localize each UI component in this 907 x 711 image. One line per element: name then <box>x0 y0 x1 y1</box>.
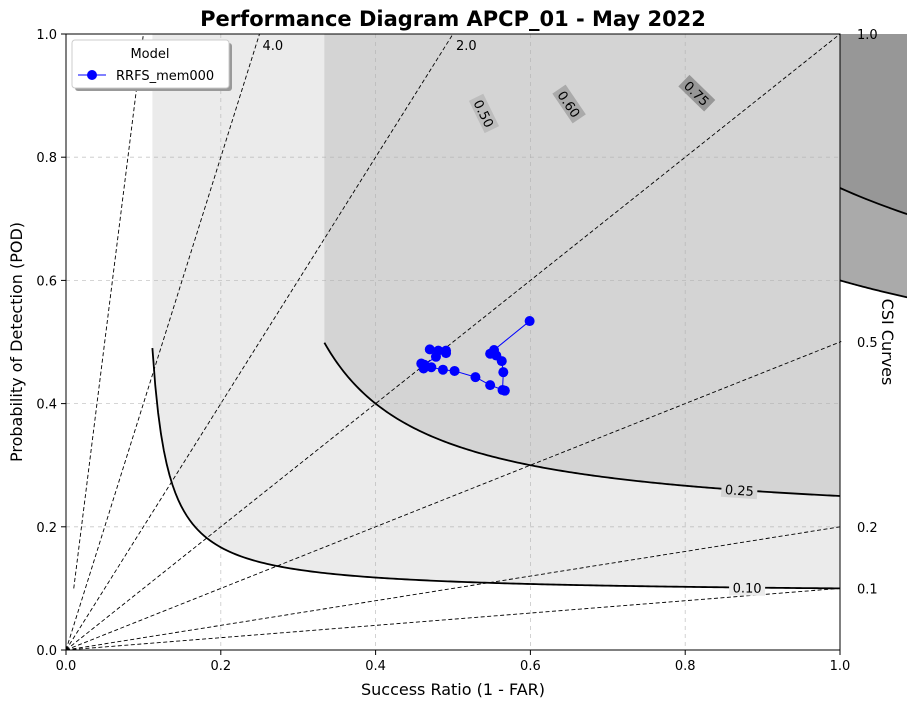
x-tick-label-0: 0.0 <box>56 659 77 674</box>
legend-title: Model <box>130 47 169 62</box>
y-tick-label-0: 0.0 <box>36 644 57 659</box>
x-axis-label: Success Ratio (1 - FAR) <box>361 680 545 699</box>
x-tick-label-3: 0.6 <box>520 659 541 674</box>
y-tick-label-1: 0.2 <box>36 521 57 536</box>
data-point-0-17 <box>425 344 435 354</box>
bias-label-2: 0.5 <box>857 336 878 351</box>
y-tick-label-2: 0.4 <box>36 398 57 413</box>
bias-label-0: 0.1 <box>857 582 878 597</box>
csi-axis-label: CSI Curves <box>878 299 897 386</box>
csi-label-0: 0.10 <box>733 581 762 596</box>
data-point-0-11 <box>438 365 448 375</box>
bias-label-5: 4.0 <box>263 39 284 54</box>
bias-line-0 <box>66 588 840 650</box>
data-point-0-20 <box>441 346 451 356</box>
bias-label-3: 1.0 <box>857 28 878 43</box>
legend-marker <box>87 70 97 80</box>
y-axis-label: Probability of Detection (POD) <box>7 222 26 462</box>
x-tick-label-5: 1.0 <box>830 659 851 674</box>
x-tick-label-2: 0.4 <box>365 659 386 674</box>
legend-entry-label: RRFS_mem000 <box>116 69 214 84</box>
data-point-0-7 <box>500 386 510 396</box>
x-axis-ticks: 0.0 0.2 0.4 0.6 0.8 1.0 <box>56 650 851 674</box>
bias-line-6 <box>74 34 144 588</box>
data-point-0-9 <box>470 372 480 382</box>
legend: Model RRFS_mem000 <box>72 40 232 91</box>
x-tick-label-1: 0.2 <box>210 659 231 674</box>
data-point-0-10 <box>450 366 460 376</box>
y-tick-label-5: 1.0 <box>36 28 57 43</box>
x-tick-label-4: 0.8 <box>675 659 696 674</box>
csi-label-1: 0.25 <box>724 483 754 500</box>
data-point-0-5 <box>498 367 508 377</box>
bias-label-1: 0.2 <box>857 521 878 536</box>
data-point-0-4 <box>497 356 507 366</box>
csi-shaded-regions <box>152 34 907 588</box>
data-point-0-15 <box>419 360 429 370</box>
data-point-0-8 <box>485 380 495 390</box>
y-tick-label-4: 0.8 <box>36 151 57 166</box>
y-tick-label-3: 0.6 <box>36 274 57 289</box>
bias-label-4: 2.0 <box>456 39 477 54</box>
chart-title: Performance Diagram APCP_01 - May 2022 <box>200 7 706 31</box>
y-axis-ticks: 0.0 0.2 0.4 0.6 0.8 1.0 <box>36 28 66 659</box>
data-point-0-0 <box>525 316 535 326</box>
